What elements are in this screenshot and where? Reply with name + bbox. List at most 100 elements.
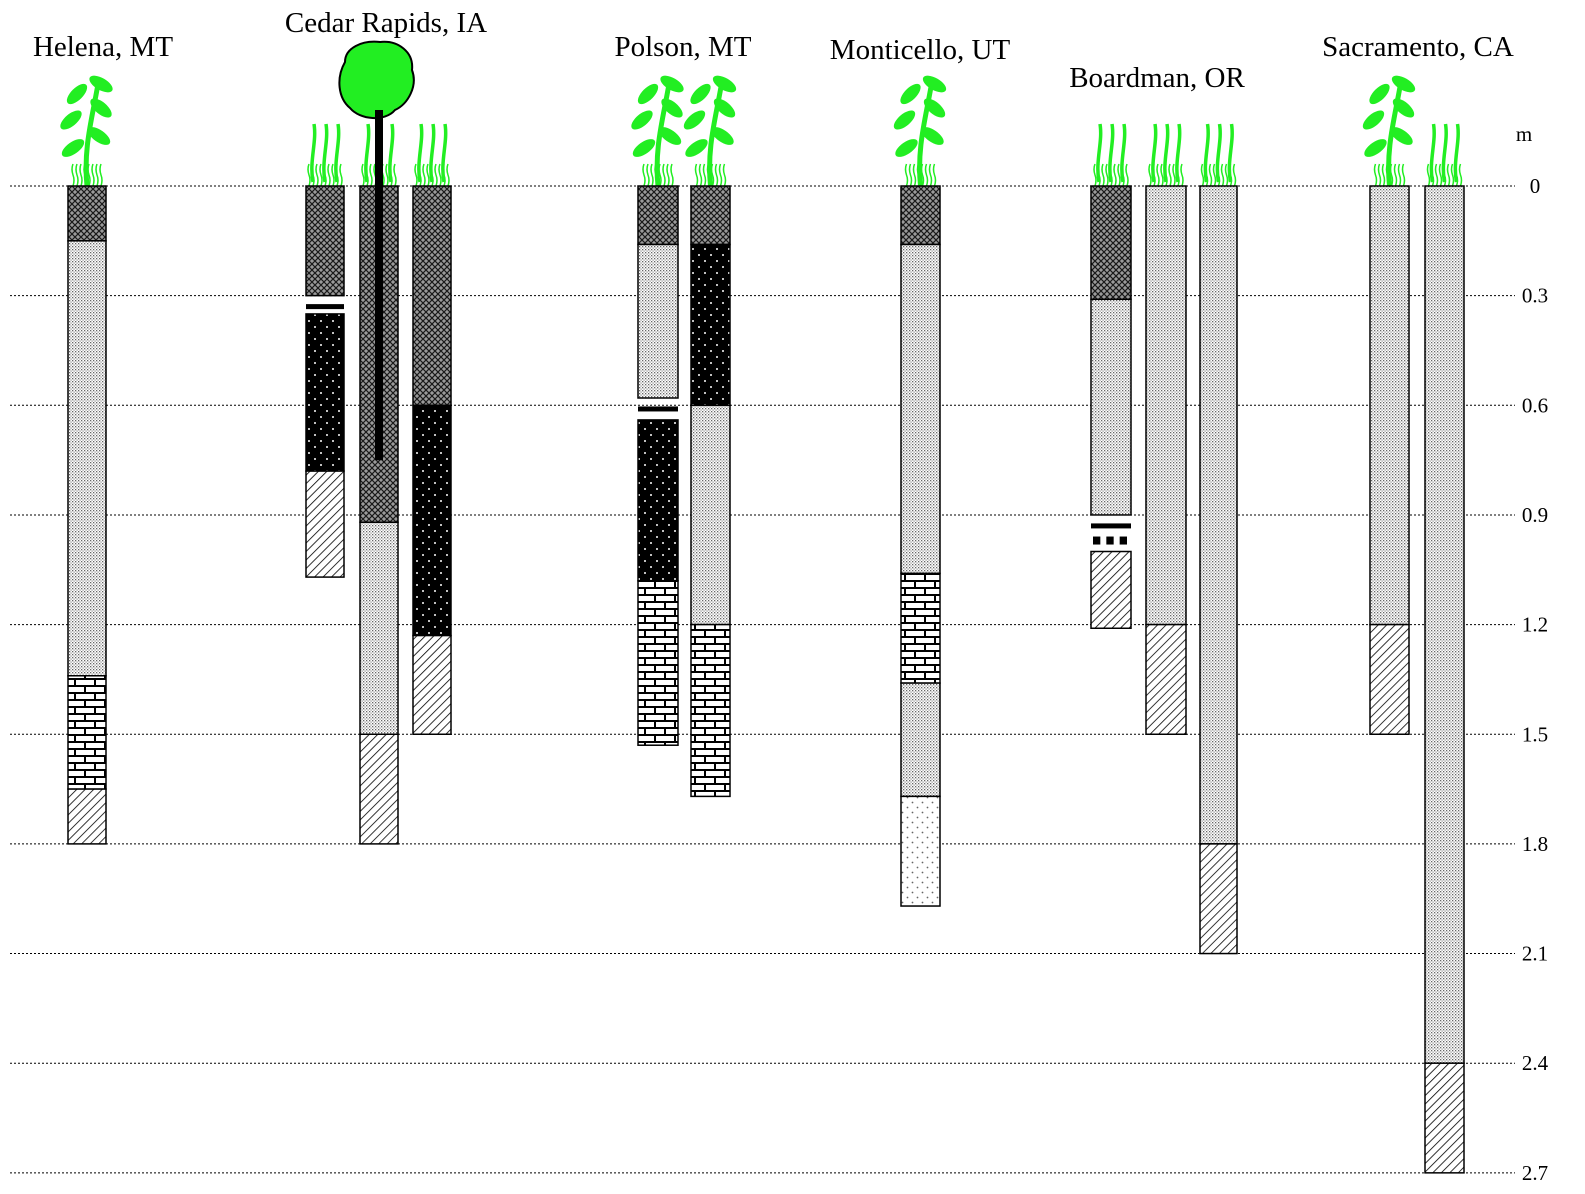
grass-blade-icon bbox=[334, 123, 341, 183]
forb-leaf-icon bbox=[658, 127, 682, 145]
soil-layer-brick bbox=[900, 572, 941, 684]
forb-leaf-icon bbox=[1369, 83, 1390, 105]
soil-layer-darkdots bbox=[305, 313, 345, 472]
depth-tick-label: 0.6 bbox=[1522, 393, 1548, 417]
depth-tick-label: 1.5 bbox=[1522, 722, 1548, 746]
grass-tuft-icon bbox=[1164, 163, 1168, 187]
grass-tuft-icon bbox=[75, 163, 79, 187]
grass-tuft-icon bbox=[1097, 163, 1101, 187]
grass-tuft-icon bbox=[670, 163, 674, 187]
depth-tick-label: 0.9 bbox=[1522, 503, 1548, 527]
grass-tuft-icon bbox=[1228, 163, 1233, 187]
forb-leaf-icon bbox=[895, 139, 918, 157]
site-label: Boardman, OR bbox=[1069, 62, 1245, 94]
depth-unit-label: m bbox=[1516, 122, 1532, 146]
forb-leaf-icon bbox=[637, 83, 659, 105]
grass-tuft-icon bbox=[920, 163, 925, 187]
soil-layer-crosshatch bbox=[1090, 185, 1132, 301]
site-label: Sacramento, CA bbox=[1322, 31, 1514, 63]
soil-layer-crosshatch bbox=[637, 185, 679, 246]
grass-tuft-icon bbox=[650, 163, 654, 187]
soil-layer-crosshatch bbox=[900, 185, 941, 246]
grass-tuft-icon bbox=[718, 163, 723, 187]
soil-column bbox=[1090, 123, 1132, 630]
grass-tuft-icon bbox=[928, 163, 933, 187]
grass-tuft-icon bbox=[666, 163, 670, 187]
soil-layer-finestipple bbox=[1199, 185, 1238, 845]
grass-blade-icon bbox=[1120, 123, 1127, 183]
forb-leaf-icon bbox=[711, 127, 734, 145]
grass-tuft-icon bbox=[1385, 163, 1390, 187]
soil-layer-darkdots bbox=[637, 419, 679, 582]
grass-tuft-icon bbox=[1232, 163, 1237, 187]
forb-leaf-icon bbox=[712, 75, 737, 93]
grass-tuft-icon bbox=[1172, 163, 1176, 187]
grass-tuft-icon bbox=[331, 163, 335, 187]
horizon-dash-marker bbox=[1119, 536, 1127, 545]
horizon-band-marker bbox=[306, 304, 344, 310]
grass-tuft-icon bbox=[1117, 163, 1121, 187]
grass-tuft-icon bbox=[646, 163, 650, 187]
soil-column bbox=[60, 75, 113, 845]
grass-tuft-icon bbox=[1373, 163, 1378, 187]
forb-leaf-icon bbox=[87, 127, 111, 145]
grass-tuft-icon bbox=[1204, 163, 1209, 187]
grass-tuft-icon bbox=[426, 163, 430, 187]
grass-blade-icon bbox=[310, 123, 317, 183]
site-label: Polson, MT bbox=[615, 31, 752, 63]
grass-tuft-icon bbox=[95, 163, 99, 187]
grass-tuft-icon bbox=[442, 163, 446, 187]
soil-layer-brick bbox=[67, 675, 107, 790]
grass-tuft-icon bbox=[434, 163, 438, 187]
grass-tuft-icon bbox=[1450, 163, 1455, 187]
grass-blade-icon bbox=[441, 123, 448, 183]
grass-blade-icon bbox=[429, 123, 436, 183]
forb-leaf-icon bbox=[713, 98, 736, 118]
grass-tuft-icon bbox=[1442, 163, 1447, 187]
forb-leaf-icon bbox=[685, 139, 708, 157]
grass-tuft-icon bbox=[1176, 163, 1180, 187]
forb-leaf-icon bbox=[923, 98, 946, 118]
grass-tuft-icon bbox=[710, 163, 715, 187]
depth-tick-label: 2.7 bbox=[1522, 1161, 1548, 1185]
grass-tuft-icon bbox=[1446, 163, 1451, 187]
soil-layer-crosshatch bbox=[412, 185, 452, 407]
depth-axis: m 0 0.3 0.6 0.9 1.2 1.5 1.8 2.1 2.4 2.7 bbox=[1516, 122, 1549, 1185]
forb-leaf-icon bbox=[690, 83, 711, 105]
grass-tuft-icon bbox=[438, 163, 442, 187]
soil-layer-finestipple bbox=[67, 240, 107, 677]
grass-tuft-icon bbox=[389, 163, 393, 187]
tree-canopy-icon bbox=[338, 40, 415, 119]
grass-tuft-icon bbox=[1397, 163, 1402, 187]
grass-tuft-icon bbox=[418, 163, 422, 187]
grass-tuft-icon bbox=[335, 163, 339, 187]
grass-tuft-icon bbox=[904, 163, 909, 187]
grass-tuft-icon bbox=[307, 163, 311, 187]
soil-layer-finestipple bbox=[1145, 185, 1187, 626]
grass-tuft-icon bbox=[369, 163, 373, 187]
site-label: Helena, MT bbox=[33, 31, 173, 63]
depth-tick-label: 1.8 bbox=[1522, 832, 1548, 856]
grass-tuft-icon bbox=[1212, 163, 1217, 187]
soil-layer-hatch bbox=[1090, 550, 1132, 630]
depth-tick-label: 2.1 bbox=[1522, 942, 1548, 966]
grass-blade-icon bbox=[1163, 123, 1170, 183]
grass-tuft-icon bbox=[71, 163, 75, 187]
grass-blade-icon bbox=[417, 123, 424, 183]
soil-layer-hatch bbox=[1424, 1062, 1465, 1174]
grass-tuft-icon bbox=[1109, 163, 1113, 187]
grass-tuft-icon bbox=[1430, 163, 1435, 187]
grass-blade-icon bbox=[1441, 123, 1448, 183]
site-profile: Boardman, OR bbox=[1069, 62, 1245, 955]
soil-layer-darkdots bbox=[412, 404, 452, 637]
grass-tuft-icon bbox=[361, 163, 365, 187]
soil-layer-finestipple bbox=[1424, 185, 1465, 1064]
soil-layer-brick bbox=[637, 579, 679, 746]
grass-tuft-icon bbox=[446, 163, 450, 187]
grass-tuft-icon bbox=[1093, 163, 1097, 187]
soil-column bbox=[412, 123, 452, 735]
soil-column bbox=[631, 75, 684, 746]
forb-leaf-icon bbox=[660, 75, 684, 93]
grass-tuft-icon bbox=[698, 163, 703, 187]
grass-tuft-icon bbox=[1148, 163, 1152, 187]
